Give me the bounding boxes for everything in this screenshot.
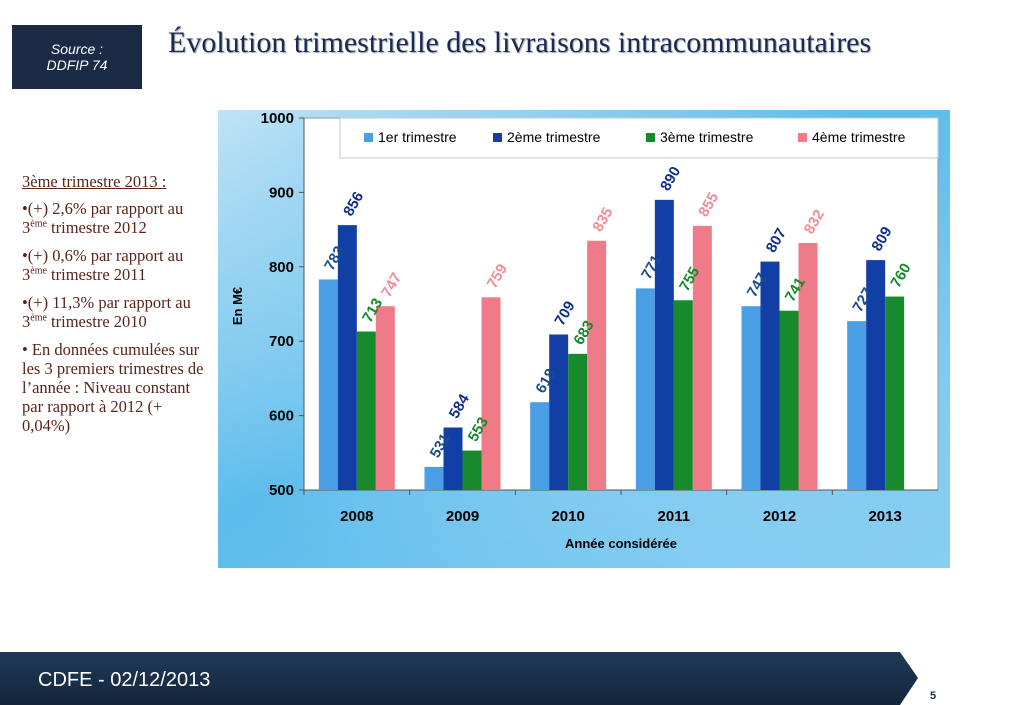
note-item: •(+) 2,6% par rapport au 3ème trimestre … <box>22 199 184 237</box>
bar <box>318 279 338 490</box>
legend-item: 3ème trimestre <box>646 129 754 145</box>
bar <box>673 300 693 490</box>
x-tick-label: 2013 <box>868 508 901 525</box>
legend-label: 4ème trimestre <box>812 129 906 145</box>
y-tick-label: 1000 <box>261 110 294 127</box>
source-box: Source : DDFIP 74 <box>12 25 142 89</box>
y-tick-label: 700 <box>269 333 294 350</box>
bar <box>885 296 905 490</box>
y-tick-label: 500 <box>269 482 294 499</box>
x-axis-label: Année considérée <box>565 536 677 551</box>
bar <box>654 199 674 490</box>
legend-label: 1er trimestre <box>378 129 457 145</box>
legend-swatch <box>364 133 373 142</box>
x-tick-label: 2012 <box>763 508 796 525</box>
legend-item: 4ème trimestre <box>798 129 906 145</box>
legend-item: 2ème trimestre <box>493 129 601 145</box>
legend-swatch <box>798 133 807 142</box>
bar <box>356 331 376 490</box>
x-tick-label: 2009 <box>446 508 479 525</box>
legend-box <box>339 117 939 159</box>
legend-swatch <box>493 133 502 142</box>
side-notes: 3ème trimestre 2013 : •(+) 2,6% par rapp… <box>22 172 204 444</box>
note-item: • En données cumulées sur les 3 premiers… <box>22 340 204 435</box>
legend-swatch <box>646 133 655 142</box>
page-number: 5 <box>930 690 937 702</box>
chart-svg: 500 600 700 800 900 1000 2008 2009 2010 2011 2012… <box>218 110 950 568</box>
bar <box>760 261 780 490</box>
footer-text: CDFE - 02/12/2013 <box>38 669 211 691</box>
bar <box>462 450 482 490</box>
note-item: •(+) 0,6% par rapport au 3ème trimestre … <box>22 246 184 284</box>
legend-item: 1er trimestre <box>364 129 457 145</box>
legend-label: 2ème trimestre <box>507 129 601 145</box>
bar <box>866 260 886 490</box>
source-label: Source : <box>50 41 104 57</box>
legend-label: 3ème trimestre <box>660 129 754 145</box>
note-item: •(+) 11,3% par rapport au 3ème trimestre… <box>22 293 191 331</box>
bar <box>779 310 799 490</box>
bar <box>741 306 761 490</box>
x-tick-label: 2011 <box>658 508 691 525</box>
bar <box>847 321 867 490</box>
bar <box>549 334 569 490</box>
y-tick-label: 800 <box>269 259 294 276</box>
y-axis-label: En M€ <box>230 287 245 325</box>
bar <box>337 225 357 491</box>
bar <box>568 353 588 490</box>
source-value: DDFIP 74 <box>46 57 108 73</box>
bar <box>587 240 607 490</box>
bar <box>635 288 655 490</box>
bar <box>530 402 550 490</box>
bar <box>481 297 501 490</box>
x-tick-label: 2010 <box>551 508 584 525</box>
x-tick-label: 2008 <box>340 508 373 525</box>
notes-heading: 3ème trimestre 2013 : <box>22 172 167 191</box>
bar <box>424 466 444 490</box>
bar <box>692 225 712 490</box>
y-tick-label: 900 <box>269 184 294 201</box>
bar <box>375 306 395 490</box>
bar <box>798 242 818 490</box>
plot-area <box>304 118 938 490</box>
bar <box>443 427 463 490</box>
page-title: Évolution trimestrielle des livraisons i… <box>168 26 872 59</box>
chart: 500 600 700 800 900 1000 2008 2009 2010 2011 2012… <box>218 110 950 568</box>
footer-bar <box>0 652 918 705</box>
y-tick-label: 600 <box>269 408 294 425</box>
